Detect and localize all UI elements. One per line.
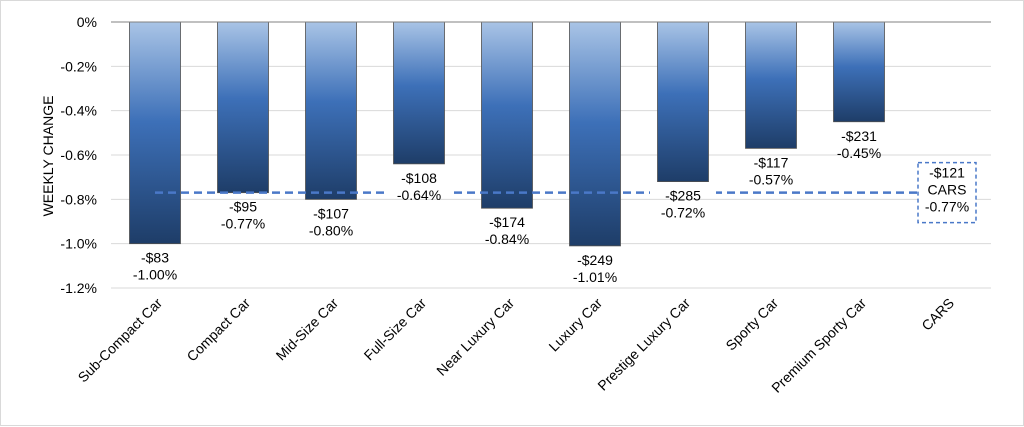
bar [569,21,621,247]
bar [393,21,445,165]
x-tick-label: Compact Car [183,295,253,365]
bar [481,21,533,209]
data-label-dollar: -$249 [577,252,613,268]
data-label-percent: -0.84% [485,231,529,247]
y-tick-label: -1.2% [60,280,97,296]
data-label-percent: -1.00% [133,267,177,283]
y-axis-label: WEEKLY CHANGE [40,96,56,217]
data-label-dollar: -$117 [754,154,789,170]
bar [129,21,181,245]
data-labels: -$83-1.00%-$95-0.77%-$107-0.80%-$108-0.6… [133,128,977,285]
data-label-percent: -0.77% [221,216,265,232]
reference-callout-text: -$121 [929,165,965,181]
bar [657,21,709,183]
data-label-percent: -0.80% [309,222,353,238]
reference-callout-text: CARS [928,182,967,198]
y-tick-label: -0.8% [60,191,97,207]
data-label-dollar: -$108 [401,170,437,186]
x-tick-label: Prestige Luxury Car [594,295,693,394]
x-tick-label: Premium Sporty Car [768,295,869,396]
y-tick-label: 0% [77,14,97,30]
data-label-percent: -1.01% [573,269,617,285]
data-label-dollar: -$95 [229,199,257,215]
x-tick-label: Sub-Compact Car [75,295,166,386]
data-label-dollar: -$231 [841,128,877,144]
y-tick-label: -1.0% [60,236,97,252]
x-tick-label: Full-Size Car [361,295,430,364]
bar [217,21,269,194]
x-tick-label: Mid-Size Car [273,295,342,364]
bar [833,21,885,123]
x-tick-label: Near Luxury Car [433,295,517,379]
data-label-percent: -0.45% [837,145,881,161]
y-tick-label: -0.4% [60,103,97,119]
data-label-dollar: -$285 [665,188,701,204]
reference-callout-box [917,161,977,224]
bar [745,21,797,149]
reference-callout-text: -0.77% [925,199,969,215]
reference-line-gap [650,189,716,196]
y-tick-label: -0.6% [60,147,97,163]
data-label-percent: -0.72% [661,205,705,221]
x-tick-label: CARS [918,295,957,334]
data-label-percent: -0.64% [397,187,441,203]
data-label-dollar: -$174 [489,214,525,230]
reference-line-gap [386,189,452,196]
bar [305,21,357,200]
data-label-percent: -0.57% [749,171,793,187]
x-tick-label: Sporty Car [722,295,781,354]
reference-line-group [155,189,917,196]
data-label-dollar: -$107 [313,205,349,221]
data-label-dollar: -$83 [141,250,169,266]
y-tick-label: -0.2% [60,58,97,74]
x-tick-label: Luxury Car [545,295,605,355]
